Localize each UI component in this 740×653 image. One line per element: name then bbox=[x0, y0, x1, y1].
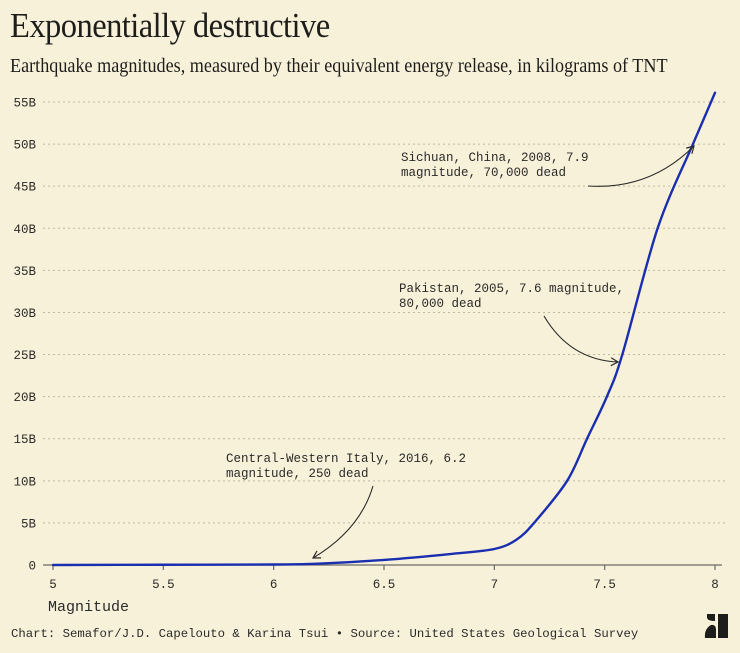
y-tick-label: 25B bbox=[13, 349, 36, 363]
annotation-text: Sichuan, China, 2008, 7.9 bbox=[401, 151, 589, 165]
x-axis: 5 5.5 6 6.5 7 7.5 8 bbox=[43, 564, 722, 592]
y-tick-label: 40B bbox=[13, 223, 36, 237]
x-tick-label: 5.5 bbox=[152, 578, 175, 592]
annotation-arrow-icon bbox=[587, 145, 695, 187]
y-tick-label: 35B bbox=[13, 265, 36, 279]
y-tick-label: 30B bbox=[13, 307, 36, 321]
y-tick-label: 20B bbox=[13, 391, 36, 405]
y-tick-label: 55B bbox=[13, 97, 36, 111]
annotation: Central-Western Italy, 2016, 6.2magnitud… bbox=[226, 452, 466, 559]
series-layer bbox=[51, 91, 717, 567]
chart-title: Exponentially destructive bbox=[10, 6, 330, 45]
annotation-arrow-icon bbox=[311, 485, 374, 559]
credit-line: Chart: Semafor/J.D. Capelouto & Karina T… bbox=[11, 627, 639, 641]
y-tick-label: 5B bbox=[21, 517, 37, 531]
x-axis-label: Magnitude bbox=[48, 599, 129, 616]
y-tick-label: 0 bbox=[28, 560, 36, 574]
x-tick-label: 7 bbox=[491, 578, 499, 592]
x-tick-label: 6.5 bbox=[373, 578, 396, 592]
y-tick-label: 10B bbox=[13, 475, 36, 489]
y-axis: 0 5B 10B 15B 20B 25B 30B 35B 40B 45B 50B 55B bbox=[13, 97, 36, 574]
annotation-text: magnitude, 70,000 dead bbox=[401, 166, 566, 180]
annotation-text: Pakistan, 2005, 7.6 magnitude, bbox=[399, 282, 624, 296]
annotation-arrow-icon bbox=[543, 315, 620, 367]
annotation: Pakistan, 2005, 7.6 magnitude,80,000 dea… bbox=[399, 282, 624, 367]
y-tick-label: 45B bbox=[13, 181, 36, 195]
annotation-text: magnitude, 250 dead bbox=[226, 467, 369, 481]
annotation-text: Central-Western Italy, 2016, 6.2 bbox=[226, 452, 466, 466]
y-tick-label: 15B bbox=[13, 433, 36, 447]
x-tick-label: 5 bbox=[49, 578, 57, 592]
y-tick-label: 50B bbox=[13, 139, 36, 153]
x-tick-label: 6 bbox=[270, 578, 278, 592]
x-tick-label: 7.5 bbox=[593, 578, 616, 592]
x-tick-label: 8 bbox=[711, 578, 719, 592]
semafor-logo-icon bbox=[704, 614, 728, 638]
annotation-text: 80,000 dead bbox=[399, 297, 482, 311]
series-line-energy bbox=[51, 91, 717, 567]
gridlines bbox=[43, 101, 728, 524]
chart-subtitle: Earthquake magnitudes, measured by their… bbox=[10, 56, 668, 77]
